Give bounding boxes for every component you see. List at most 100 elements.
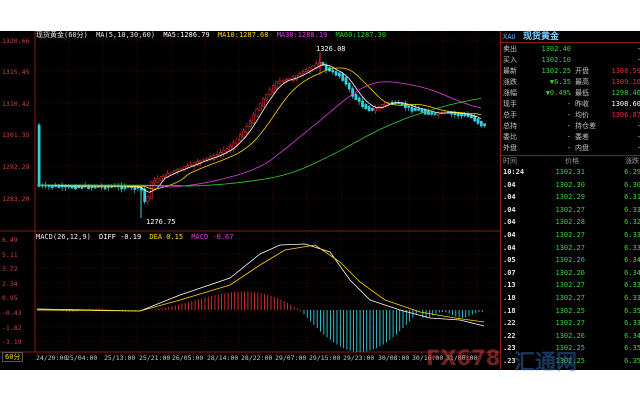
tick-time: .13 bbox=[503, 281, 516, 290]
macd-lines bbox=[36, 243, 485, 327]
candle-body bbox=[271, 85, 275, 93]
quote-label: 开盘 bbox=[575, 67, 589, 75]
tick-header-price: 价格 bbox=[565, 157, 579, 165]
candle-body bbox=[275, 81, 279, 89]
price-tick-label: 1292.29 bbox=[2, 163, 30, 171]
macd-tick-label: 3.72 bbox=[2, 265, 18, 273]
candle-body bbox=[354, 93, 358, 100]
ma60-line bbox=[37, 98, 482, 187]
candle-body bbox=[169, 171, 173, 176]
candle-body bbox=[377, 106, 381, 111]
quote-value: 1308.59 bbox=[611, 67, 640, 75]
macd-value: MACD -0.67 bbox=[191, 233, 234, 241]
quote-label: 外盘 bbox=[503, 144, 517, 152]
candlesticks bbox=[37, 52, 487, 218]
candle-body bbox=[374, 108, 378, 111]
candle-body bbox=[192, 162, 196, 167]
tick-row: .04 1302.30 6.30 bbox=[501, 180, 640, 191]
candle-body bbox=[255, 108, 259, 117]
candle-body bbox=[427, 111, 430, 115]
quote-row: 总持-持仓差- bbox=[501, 121, 640, 131]
ma-legend: 现货黄金(60分) MA(5,10,30,60) MA5:1286.79 MA1… bbox=[36, 31, 390, 40]
candle-body bbox=[331, 69, 335, 73]
quote-value: - bbox=[605, 55, 640, 65]
macd-tick-label: 2.34 bbox=[2, 280, 18, 288]
kline-plot[interactable] bbox=[0, 0, 500, 370]
tick-time: .04 bbox=[503, 231, 516, 239]
tick-time: .23 bbox=[503, 344, 516, 353]
tick-change: 6.34 bbox=[624, 256, 640, 265]
candle-body bbox=[417, 108, 421, 111]
candle-body bbox=[149, 181, 153, 200]
candle-body bbox=[476, 118, 480, 124]
candle-body bbox=[242, 130, 246, 138]
candle-body bbox=[285, 78, 289, 82]
tick-row: .07 1302.26 6.34 bbox=[501, 268, 640, 279]
candle-body bbox=[179, 167, 183, 171]
price-tick-label: 1315.45 bbox=[2, 68, 30, 76]
time-tick-label: 30/08:00 bbox=[378, 354, 410, 362]
quote-label: 现手 bbox=[503, 100, 517, 108]
quote-value: - bbox=[605, 44, 640, 54]
quote-label: 内盘 bbox=[575, 144, 589, 152]
candle-body bbox=[380, 104, 384, 109]
quote-label: 委差 bbox=[575, 133, 589, 141]
candle-body bbox=[248, 120, 252, 127]
candle-body bbox=[466, 114, 470, 118]
quote-row: 买入 1302.10 - bbox=[501, 55, 640, 65]
candle-body bbox=[278, 80, 282, 84]
tick-price: 1302.30 bbox=[555, 180, 585, 189]
quote-value: - bbox=[566, 122, 571, 130]
tick-header: 时间 价格 涨跌 bbox=[501, 156, 640, 166]
tick-price: 1302.27 bbox=[555, 319, 585, 328]
quote-row: 总手 - 均价 1306.87 bbox=[501, 110, 640, 120]
tick-price: 1302.27 bbox=[555, 205, 585, 214]
candle-body bbox=[153, 179, 157, 183]
quote-label: 昨收 bbox=[575, 100, 589, 108]
candle-body bbox=[265, 93, 269, 101]
tick-time: .04 bbox=[503, 218, 516, 227]
tick-row: .04 1302.27 6.33 bbox=[501, 243, 640, 254]
quote-row: 最新 1302.25 开盘 1308.59 bbox=[501, 66, 640, 76]
tick-row: .22 1302.27 6.33 bbox=[501, 318, 640, 329]
tick-row: .04 1302.28 6.32 bbox=[501, 217, 640, 228]
candle-body bbox=[357, 97, 361, 102]
symbol-code: XAU bbox=[503, 33, 516, 41]
price-tick-label: 1283.20 bbox=[2, 195, 30, 203]
quote-panel: XAU 现货黄金 卖出 1302.40 - 买入 1302.10 - 最新 1302.25 开盘… bbox=[500, 31, 640, 370]
candle-body bbox=[364, 104, 368, 110]
quote-value: 1309.16 bbox=[611, 78, 640, 86]
quote-value: - bbox=[566, 133, 571, 141]
candle-body bbox=[469, 115, 473, 119]
candle-body bbox=[74, 185, 77, 190]
candle-body bbox=[103, 185, 107, 190]
kline-chart-area[interactable]: 现货黄金(60分) MA(5,10,30,60) MA5:1286.79 MA1… bbox=[0, 0, 500, 370]
tick-price: 1302.25 bbox=[555, 357, 585, 365]
time-tick-label: 29/07:00 bbox=[275, 354, 307, 362]
candle-body bbox=[304, 69, 308, 72]
instrument-name: 现货黄金 bbox=[523, 32, 560, 42]
macd-tick-label: -1.82 bbox=[2, 324, 22, 332]
candle-body bbox=[252, 114, 256, 124]
tick-change: 6.33 bbox=[624, 281, 640, 290]
plot-background bbox=[0, 31, 500, 370]
candle-body bbox=[334, 71, 338, 76]
candle-body bbox=[146, 195, 150, 202]
candle-body bbox=[311, 65, 315, 70]
candle-body bbox=[410, 106, 414, 112]
candle-body bbox=[314, 63, 318, 69]
candle-body bbox=[413, 107, 417, 111]
time-tick-label: 30/16:00 bbox=[412, 354, 444, 362]
candle-body bbox=[463, 114, 467, 117]
tick-row: .04 1302.29 6.31 bbox=[501, 192, 640, 203]
tick-price: 1302.29 bbox=[555, 193, 585, 202]
tick-row: .04 1302.27 6.33 bbox=[501, 230, 640, 241]
time-tick-label: 28/14:00 bbox=[207, 354, 239, 362]
candle-body bbox=[351, 88, 355, 97]
candle-body bbox=[258, 103, 262, 111]
tick-header-change: 涨跌 bbox=[625, 157, 639, 165]
candle-body bbox=[215, 153, 219, 157]
tick-price: 1302.28 bbox=[555, 218, 585, 227]
period-selector[interactable]: 60分 bbox=[2, 352, 24, 362]
candle-body bbox=[367, 106, 371, 111]
